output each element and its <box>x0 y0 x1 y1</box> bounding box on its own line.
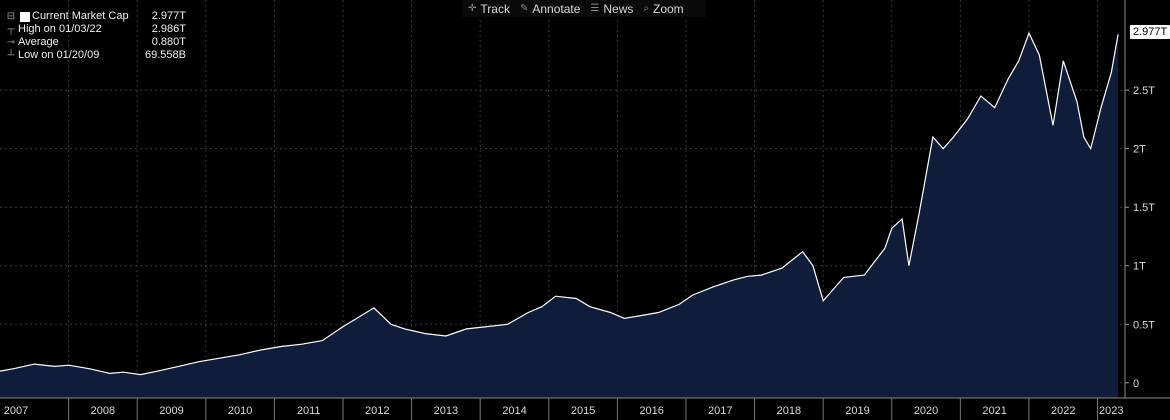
x-tick-label: 2008 <box>91 405 115 417</box>
y-tick-label: 1.5T <box>1133 202 1155 214</box>
news-label: News <box>603 1 634 16</box>
news-icon: ☰ <box>590 3 600 14</box>
y-tick-label: 2.5T <box>1133 85 1155 97</box>
x-tick-label: 2013 <box>434 405 458 417</box>
x-axis-ticks: 2007 2008 2009 2010 2011 2012 2013 2014 2015 2016… <box>4 398 1124 420</box>
pencil-icon: ✎ <box>519 3 529 14</box>
market-cap-line <box>0 31 1119 376</box>
x-tick-label: 2018 <box>777 405 801 417</box>
low-marker-icon: ┴ <box>7 50 15 61</box>
x-tick-label: 2011 <box>297 405 321 417</box>
legend-current-label: Current Market Cap <box>32 10 129 22</box>
x-tick-label: 2019 <box>845 405 869 417</box>
track-button[interactable]: ✛ Track <box>468 2 510 16</box>
zoom-label: Zoom <box>652 1 684 16</box>
x-tick-label: 2009 <box>159 405 183 417</box>
x-tick-label: 2014 <box>502 405 526 417</box>
annotate-label: Annotate <box>532 1 581 16</box>
legend-average-label: Average <box>18 36 59 48</box>
y-tick-label: 0.5T <box>1133 319 1155 331</box>
x-tick-label: 2017 <box>708 405 732 417</box>
legend-row-high: ┬ High on 01/03/22 2.986T <box>4 23 186 36</box>
legend-row-current[interactable]: ⊟ Current Market Cap 2.977T <box>4 10 186 23</box>
series-swatch <box>20 11 30 22</box>
x-tick-label: 2012 <box>365 405 389 417</box>
y-tick-label: 2T <box>1133 144 1146 156</box>
crosshair-icon: ✛ <box>468 3 477 14</box>
y-axis-ticks: 0 0.5T 1T 1.5T 2T 2.5T <box>1125 85 1155 390</box>
x-tick-label: 2010 <box>228 405 252 417</box>
track-label: Track <box>480 1 510 16</box>
collapse-icon[interactable]: ⊟ <box>6 11 16 22</box>
x-tick-label: 2015 <box>571 405 595 417</box>
y-tick-label: 0 <box>1133 378 1139 390</box>
legend-low-label: Low on 01/20/09 <box>18 49 100 61</box>
x-tick-label: 2007 <box>4 405 28 417</box>
legend-low-value: 69.558B <box>145 49 186 61</box>
legend-row-low: ┴ Low on 01/20/09 69.558B <box>4 49 186 62</box>
x-tick-label: 2021 <box>982 405 1006 417</box>
x-tick-label: 2020 <box>914 405 938 417</box>
last-value-label: 2.977T <box>1130 25 1170 39</box>
chart-legend: ⊟ Current Market Cap 2.977T ┬ High on 01… <box>4 10 186 62</box>
news-button[interactable]: ☰ News <box>590 2 633 16</box>
legend-row-average: ⊸ Average 0.880T <box>4 36 186 49</box>
x-tick-label: 2023 <box>1099 405 1123 417</box>
average-marker-icon: ⊸ <box>6 37 16 48</box>
magnifier-icon: ⌕ <box>643 3 649 14</box>
chart-toolbar: ✛ Track ✎ Annotate ☰ News ⌕ Zoom <box>462 0 706 17</box>
market-cap-area <box>0 33 1119 398</box>
x-tick-label: 2022 <box>1051 405 1075 417</box>
y-tick-label: 1T <box>1133 261 1146 273</box>
legend-high-value: 2.986T <box>151 23 186 35</box>
legend-average-value: 0.880T <box>151 36 186 48</box>
zoom-button[interactable]: ⌕ Zoom <box>643 2 683 16</box>
legend-high-label: High on 01/03/22 <box>18 23 102 35</box>
legend-current-value: 2.977T <box>151 10 186 22</box>
high-marker-icon: ┬ <box>7 24 15 35</box>
annotate-button[interactable]: ✎ Annotate <box>520 2 580 16</box>
x-tick-label: 2016 <box>639 405 663 417</box>
